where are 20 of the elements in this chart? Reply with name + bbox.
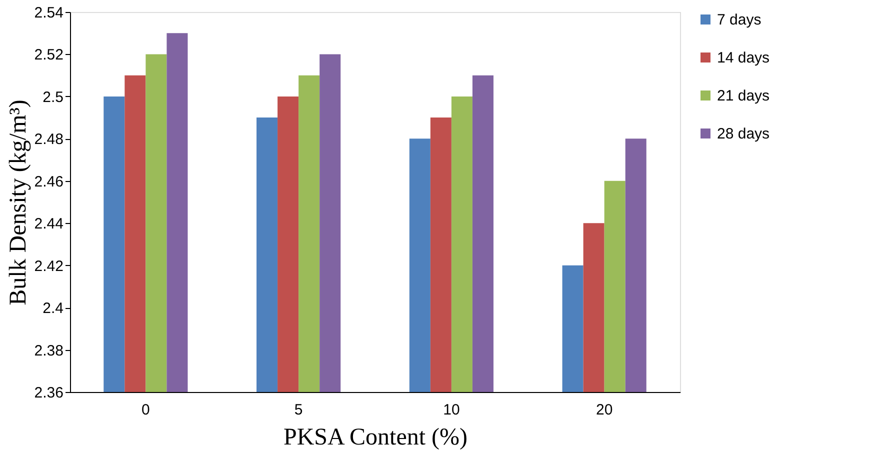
- x-axis-title: PKSA Content (%): [283, 424, 468, 450]
- y-tick-label: 2.54: [34, 4, 64, 22]
- y-tick-label: 2.36: [34, 384, 64, 402]
- legend-label: 28 days: [717, 126, 770, 142]
- y-tick-label: 2.46: [34, 173, 64, 190]
- y-tick-label: 2.4: [42, 300, 64, 318]
- y-tick-label: 2.48: [34, 131, 64, 148]
- y-axis-title: Bulk Density (kg/m³): [5, 100, 32, 306]
- legend-label: 14 days: [717, 50, 770, 66]
- legend-label: 7 days: [717, 12, 762, 28]
- y-tick-label: 2.42: [34, 258, 64, 275]
- x-tick-label: 5: [294, 402, 303, 418]
- x-tick-label: 10: [443, 402, 460, 418]
- x-tick-label: 0: [142, 402, 150, 418]
- y-tick-label: 2.38: [34, 342, 64, 360]
- x-tick-label: 20: [596, 402, 613, 418]
- legend-label: 21 days: [717, 88, 770, 104]
- y-tick-label: 2.52: [34, 46, 64, 64]
- y-tick-label: 2.44: [34, 216, 64, 233]
- y-tick-label: 2.5: [42, 88, 64, 106]
